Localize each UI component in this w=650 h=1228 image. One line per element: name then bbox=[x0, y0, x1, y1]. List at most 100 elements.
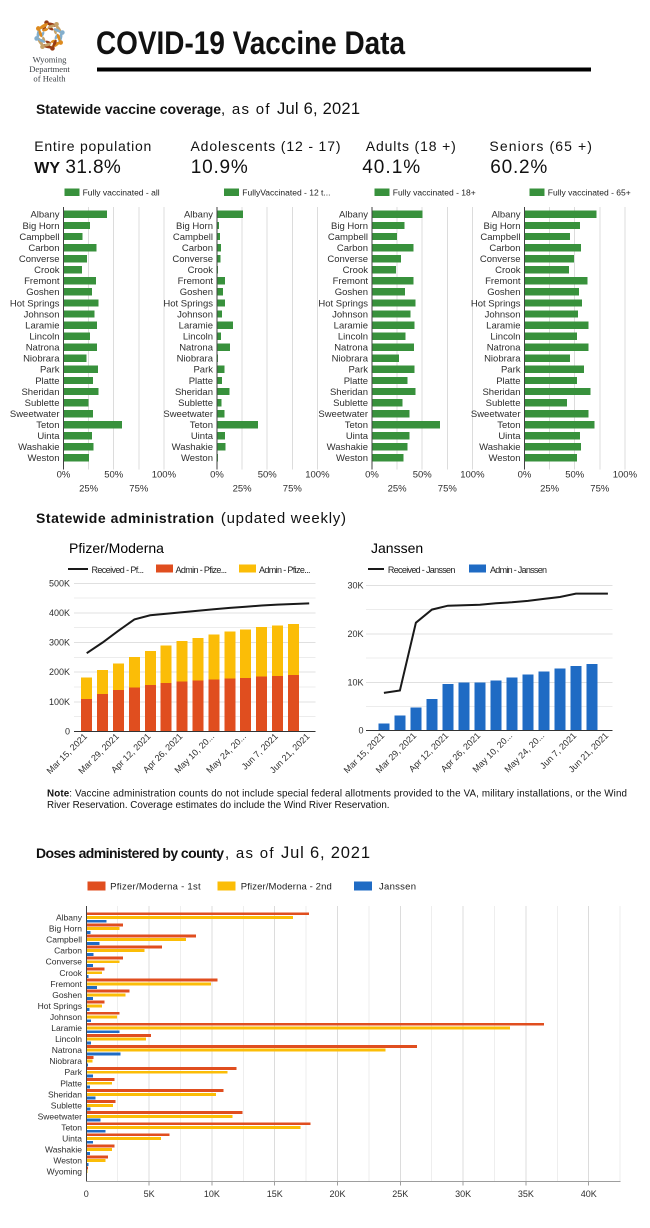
svg-text:Sublette: Sublette bbox=[25, 398, 60, 409]
svg-text:Big Horn: Big Horn bbox=[23, 221, 60, 232]
svg-text:Fremont: Fremont bbox=[333, 276, 369, 287]
svg-text:Received - Janssen: Received - Janssen bbox=[388, 565, 456, 575]
svg-text:of Health: of Health bbox=[33, 74, 66, 84]
svg-text:Converse: Converse bbox=[172, 254, 213, 265]
svg-text:Hot Springs: Hot Springs bbox=[318, 298, 368, 309]
svg-text:COVID-19 Vaccine Data: COVID-19 Vaccine Data bbox=[96, 25, 406, 61]
svg-text:Goshen: Goshen bbox=[487, 287, 520, 298]
svg-text:Natrona: Natrona bbox=[26, 343, 61, 354]
svg-text:Big Horn: Big Horn bbox=[176, 221, 213, 232]
svg-text:Lincoln: Lincoln bbox=[490, 331, 520, 342]
svg-text:Washakie: Washakie bbox=[327, 442, 368, 453]
svg-text:Sheridan: Sheridan bbox=[482, 387, 520, 398]
svg-text:Big Horn: Big Horn bbox=[331, 221, 368, 232]
svg-text:Sweetwater: Sweetwater bbox=[471, 409, 521, 420]
svg-text:15K: 15K bbox=[267, 1189, 283, 1199]
svg-text:100%: 100% bbox=[152, 470, 177, 481]
svg-text:Washakie: Washakie bbox=[172, 442, 213, 453]
svg-text:Crook: Crook bbox=[343, 265, 369, 276]
svg-text:Teton: Teton bbox=[36, 420, 59, 431]
svg-text:Goshen: Goshen bbox=[180, 287, 213, 298]
svg-text:Received - Pf...: Received - Pf... bbox=[92, 565, 145, 575]
svg-text:Fremont: Fremont bbox=[485, 276, 521, 287]
svg-text:Laramie: Laramie bbox=[334, 320, 368, 331]
svg-text:25%: 25% bbox=[540, 484, 560, 495]
svg-text:Big Horn: Big Horn bbox=[484, 221, 521, 232]
svg-text:200K: 200K bbox=[49, 667, 70, 677]
svg-text:Park: Park bbox=[501, 365, 521, 376]
svg-text:100%: 100% bbox=[460, 470, 485, 481]
svg-text:20K: 20K bbox=[329, 1189, 345, 1199]
svg-text:Entire population: Entire population bbox=[34, 138, 151, 154]
svg-text:Park: Park bbox=[348, 365, 368, 376]
svg-text:0%: 0% bbox=[365, 470, 379, 481]
svg-text:Johnson: Johnson bbox=[485, 309, 521, 320]
svg-text:Platte: Platte bbox=[60, 1078, 82, 1088]
svg-text:Carbon: Carbon bbox=[54, 946, 82, 956]
svg-text:Big Horn: Big Horn bbox=[49, 924, 82, 934]
svg-text:Johnson: Johnson bbox=[50, 1012, 82, 1022]
svg-text:Laramie: Laramie bbox=[179, 320, 213, 331]
svg-text:Weston: Weston bbox=[27, 453, 59, 464]
svg-text:Admin - Pfize...: Admin - Pfize... bbox=[259, 565, 311, 575]
svg-text:Albany: Albany bbox=[339, 210, 368, 221]
svg-text:Teton: Teton bbox=[345, 420, 368, 431]
svg-text:Albany: Albany bbox=[30, 210, 59, 221]
svg-text:Goshen: Goshen bbox=[52, 990, 82, 1000]
svg-text:Washakie: Washakie bbox=[45, 1145, 82, 1155]
svg-text:Niobrara: Niobrara bbox=[49, 1056, 82, 1066]
svg-text:10.9%: 10.9% bbox=[191, 157, 248, 178]
svg-text:Teton: Teton bbox=[61, 1122, 82, 1132]
svg-text:Weston: Weston bbox=[336, 453, 368, 464]
svg-text:Wyoming: Wyoming bbox=[33, 55, 68, 65]
svg-text:0%: 0% bbox=[210, 470, 224, 481]
svg-text:75%: 75% bbox=[129, 484, 149, 495]
svg-text:Admin - Pfize...: Admin - Pfize... bbox=[176, 565, 228, 575]
svg-text:Lincoln: Lincoln bbox=[183, 331, 213, 342]
svg-text:Niobrara: Niobrara bbox=[332, 354, 369, 365]
svg-text:Campbell: Campbell bbox=[328, 232, 368, 243]
svg-text:25K: 25K bbox=[392, 1189, 408, 1199]
svg-text:25%: 25% bbox=[233, 484, 253, 495]
svg-text:River Reservation. Coverage es: River Reservation. Coverage estimates do… bbox=[47, 800, 390, 811]
svg-text:Niobrara: Niobrara bbox=[23, 354, 60, 365]
svg-text:Sweetwater: Sweetwater bbox=[10, 409, 60, 420]
svg-text:Fully vaccinated - 65+: Fully vaccinated - 65+ bbox=[548, 187, 631, 197]
svg-text:Sheridan: Sheridan bbox=[330, 387, 368, 398]
svg-text:Teton: Teton bbox=[190, 420, 213, 431]
svg-text:Weston: Weston bbox=[488, 453, 520, 464]
svg-text:50%: 50% bbox=[258, 470, 278, 481]
svg-text:30K: 30K bbox=[347, 580, 363, 590]
svg-text:Hot Springs: Hot Springs bbox=[471, 298, 521, 309]
svg-text:Wyoming: Wyoming bbox=[47, 1167, 83, 1177]
svg-text:Carbon: Carbon bbox=[28, 243, 59, 254]
svg-text:Sheridan: Sheridan bbox=[21, 387, 59, 398]
svg-text:300K: 300K bbox=[49, 638, 70, 648]
svg-text:Sweetwater: Sweetwater bbox=[318, 409, 368, 420]
svg-text:0%: 0% bbox=[57, 470, 71, 481]
svg-text:Sublette: Sublette bbox=[51, 1100, 82, 1110]
svg-text:Platte: Platte bbox=[35, 376, 59, 387]
svg-text:100K: 100K bbox=[49, 697, 70, 707]
svg-text:Washakie: Washakie bbox=[18, 442, 59, 453]
svg-text:10K: 10K bbox=[347, 677, 363, 687]
svg-text:Department: Department bbox=[29, 64, 70, 74]
svg-text:Park: Park bbox=[65, 1067, 83, 1077]
svg-text:25%: 25% bbox=[388, 484, 408, 495]
svg-text:Natrona: Natrona bbox=[487, 343, 522, 354]
svg-text:Teton: Teton bbox=[497, 420, 520, 431]
svg-text:Statewide vaccine coverage, as: Statewide vaccine coverage, as of Jul 6,… bbox=[36, 100, 360, 118]
svg-text:50%: 50% bbox=[104, 470, 124, 481]
svg-text:Adolescents (12 - 17): Adolescents (12 - 17) bbox=[191, 138, 341, 154]
svg-text:Uinta: Uinta bbox=[37, 431, 60, 442]
svg-text:Sheridan: Sheridan bbox=[48, 1089, 82, 1099]
svg-text:FullyVaccinated - 12 t...: FullyVaccinated - 12 t... bbox=[242, 187, 330, 197]
svg-text:Platte: Platte bbox=[344, 376, 368, 387]
svg-text:Johnson: Johnson bbox=[24, 309, 60, 320]
svg-text:40K: 40K bbox=[581, 1189, 597, 1199]
svg-text:Sublette: Sublette bbox=[486, 398, 521, 409]
svg-text:Natrona: Natrona bbox=[334, 343, 369, 354]
svg-text:0: 0 bbox=[84, 1189, 89, 1199]
svg-text:Uinta: Uinta bbox=[62, 1134, 82, 1144]
